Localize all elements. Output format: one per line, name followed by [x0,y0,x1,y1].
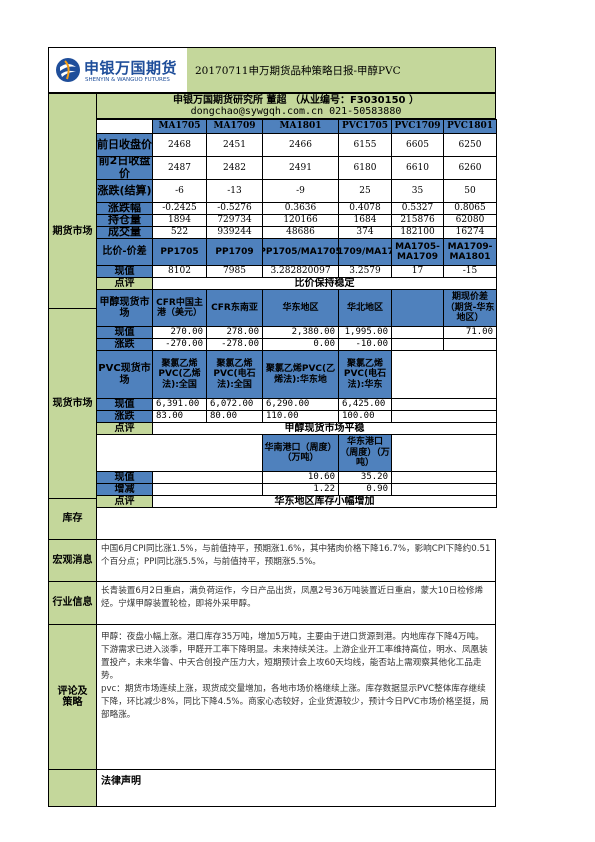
futures-column-header: MA1705 [152,119,207,134]
methanol-column-header: CFR东南亚 [206,289,263,327]
methanol-spot-label: 甲醇现货市场 [96,289,153,327]
spread-column-header: PP1705 [152,238,207,266]
futures-header-blank [96,119,153,134]
methanol-column-header [391,289,444,327]
futures-value: -9 [262,179,339,203]
macro-label: 宏观消息 [48,539,97,582]
org-line: 申银万国期货研究所 董超 （从业编号：F3030150 ） [96,93,496,107]
contact-line: dongchao@sywgqh.com.cn 021-50583880 [96,106,496,119]
futures-value: 2482 [206,156,263,180]
spot-section-label: 现货市场 [48,308,97,499]
pvc-spot-label: PVC现货市场 [96,350,153,399]
futures-value: 50 [443,179,497,203]
strategy-paragraph-methanol: 甲醇：夜盘小幅上涨。港口库存35万吨，增加5万吨，主要由于进口货源到港。内地库存… [101,632,488,681]
futures-value: 6155 [338,133,392,157]
futures-value: 2487 [152,156,207,180]
pvc-column-header: 聚氯乙烯PVC(乙烯法):华东地 [262,350,339,399]
futures-value: -6 [152,179,207,203]
pvc-column-header: 聚氯乙烯PVC(电石法):全国 [206,350,263,399]
legal-box [96,769,496,807]
futures-value: -13 [206,179,263,203]
macro-paragraph: 中国6月CPI同比涨1.5%，与前值持平，预期涨1.6%，其中猪肉价格下降16.… [101,544,491,567]
inventory-header-blank-right [391,434,497,472]
methanol-column-header: 华北地区 [338,289,392,327]
spread-column-header: PP1709 [206,238,263,266]
methanol-column-header: 华东地区 [262,289,339,327]
inventory-column-header: 华南港口（周度）（万吨） [262,434,339,472]
pvc-column-header: 聚氯乙烯PVC(电石法):华东 [338,350,392,399]
futures-column-header: PVC1705 [338,119,392,134]
legal-label: 法律声明 [101,776,141,787]
pvc-header-blank [391,350,497,399]
futures-row-label: 前日收盘价 [96,133,153,157]
futures-column-header: MA1801 [262,119,339,134]
futures-value: 25 [338,179,392,203]
inventory-column-header: 华东港口（周度）（万吨） [338,434,392,472]
inventory-section-label: 库存 [48,498,97,540]
futures-column-header: PVC1709 [391,119,444,134]
futures-row-label: 涨跌(结算) [96,179,153,203]
strategy-text: 甲醇：夜盘小幅上涨。港口库存35万吨，增加5万吨，主要由于进口货源到港。内地库存… [96,624,496,770]
logo-name-cn: 申银万国期货 [84,59,178,77]
futures-value: 2491 [262,156,339,180]
inventory-header-blank [96,434,263,472]
industry-label: 行业信息 [48,581,97,625]
legal-left [48,769,97,807]
spread-column-header: MA1709-MA1801 [443,238,497,266]
futures-value: 6610 [391,156,444,180]
strategy-label: 评论及策略 [48,624,97,770]
futures-value: 2466 [262,133,339,157]
spread-column-header: PP1705/MA1705 [262,238,339,266]
futures-value: 2468 [152,133,207,157]
spread-label: 比价-价差 [96,238,153,266]
methanol-column-header: 期现价差（期货-华东地区） [443,289,497,327]
spread-column-header: MA1705-MA1709 [391,238,444,266]
futures-value: 35 [391,179,444,203]
futures-column-header: PVC1801 [443,119,497,134]
inventory-comment: 华东地区库存小幅增加 [152,495,497,508]
futures-column-header: MA1709 [206,119,263,134]
industry-paragraph: 长青装置6月2日重启，满负荷运作，今日产品出货，凤凰2号36万吨装置近日重启，蒙… [101,586,484,609]
logo-globe-icon [56,58,80,82]
strategy-paragraph-pvc: pvc：期货市场连续上涨，现货成交量增加，各地市场价格继续上涨。库存数据显示PV… [101,684,489,720]
logo-name-en: SHENYIN & WANGUO FUTURES [85,77,170,83]
futures-value: 2451 [206,133,263,157]
futures-row-label: 前2日收盘价 [96,156,153,180]
futures-value: 6605 [391,133,444,157]
industry-text: 长青装置6月2日重启，满负荷运作，今日产品出货，凤凰2号36万吨装置近日重启，蒙… [96,581,496,625]
futures-value: 6260 [443,156,497,180]
futures-value: 6180 [338,156,392,180]
report-title: 20170711申万期货品种策略日报-甲醇PVC [195,65,401,77]
pvc-column-header: 聚氯乙烯PVC(乙烯法):全国 [152,350,207,399]
futures-value: 6250 [443,133,497,157]
spread-column-header: PP1709/MA1709 [338,238,392,266]
methanol-column-header: CFR中国主港（美元） [152,289,207,327]
macro-text: 中国6月CPI同比涨1.5%，与前值持平，预期涨1.6%，其中猪肉价格下降16.… [96,539,496,582]
inventory-comment-label: 点评 [96,495,153,508]
